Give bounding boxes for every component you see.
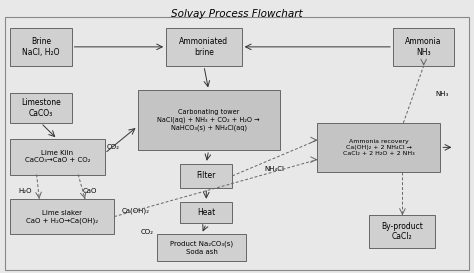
FancyBboxPatch shape bbox=[10, 139, 105, 174]
FancyBboxPatch shape bbox=[180, 164, 232, 188]
Text: CO₂: CO₂ bbox=[107, 144, 120, 150]
Text: Ca(OH)₂: Ca(OH)₂ bbox=[121, 208, 149, 215]
FancyBboxPatch shape bbox=[180, 202, 232, 223]
Text: CO₂: CO₂ bbox=[141, 229, 154, 235]
FancyBboxPatch shape bbox=[369, 215, 436, 248]
FancyBboxPatch shape bbox=[138, 90, 280, 150]
Text: CaO: CaO bbox=[83, 188, 97, 194]
FancyBboxPatch shape bbox=[156, 234, 246, 262]
Text: Heat: Heat bbox=[197, 208, 215, 217]
Text: Brine
NaCl, H₂O: Brine NaCl, H₂O bbox=[22, 37, 60, 57]
Text: Ammoniated
brine: Ammoniated brine bbox=[179, 37, 228, 57]
FancyBboxPatch shape bbox=[318, 123, 440, 172]
FancyBboxPatch shape bbox=[393, 28, 455, 66]
Text: Ammonia recovery
Ca(OH)₂ + 2 NH₄Cl →
CaCl₂ + 2 H₂O + 2 NH₃: Ammonia recovery Ca(OH)₂ + 2 NH₄Cl → CaC… bbox=[343, 139, 415, 156]
FancyBboxPatch shape bbox=[166, 28, 242, 66]
Text: NH₃: NH₃ bbox=[436, 91, 449, 97]
Text: Product Na₂CO₃(s)
Soda ash: Product Na₂CO₃(s) Soda ash bbox=[170, 241, 233, 255]
FancyBboxPatch shape bbox=[10, 28, 72, 66]
Text: Filter: Filter bbox=[197, 171, 216, 180]
Text: Lime slaker
CaO + H₂O→Ca(OH)₂: Lime slaker CaO + H₂O→Ca(OH)₂ bbox=[26, 210, 98, 224]
Text: Carbonating tower
NaCl(aq) + NH₃ + CO₂ + H₂O →
NaHCO₃(s) + NH₄Cl(aq): Carbonating tower NaCl(aq) + NH₃ + CO₂ +… bbox=[157, 109, 260, 131]
Text: By-product
CaCl₂: By-product CaCl₂ bbox=[382, 222, 423, 241]
Text: Lime Kiln
CaCO₃→CaO + CO₂: Lime Kiln CaCO₃→CaO + CO₂ bbox=[25, 150, 90, 164]
Text: H₂O: H₂O bbox=[18, 188, 32, 194]
FancyBboxPatch shape bbox=[10, 199, 114, 234]
Text: Ammonia
NH₃: Ammonia NH₃ bbox=[405, 37, 442, 57]
Text: NH₄Cl: NH₄Cl bbox=[265, 166, 285, 172]
Text: Limestone
CaCO₃: Limestone CaCO₃ bbox=[21, 98, 61, 118]
FancyBboxPatch shape bbox=[10, 93, 72, 123]
Text: Solvay Process Flowchart: Solvay Process Flowchart bbox=[171, 9, 303, 19]
